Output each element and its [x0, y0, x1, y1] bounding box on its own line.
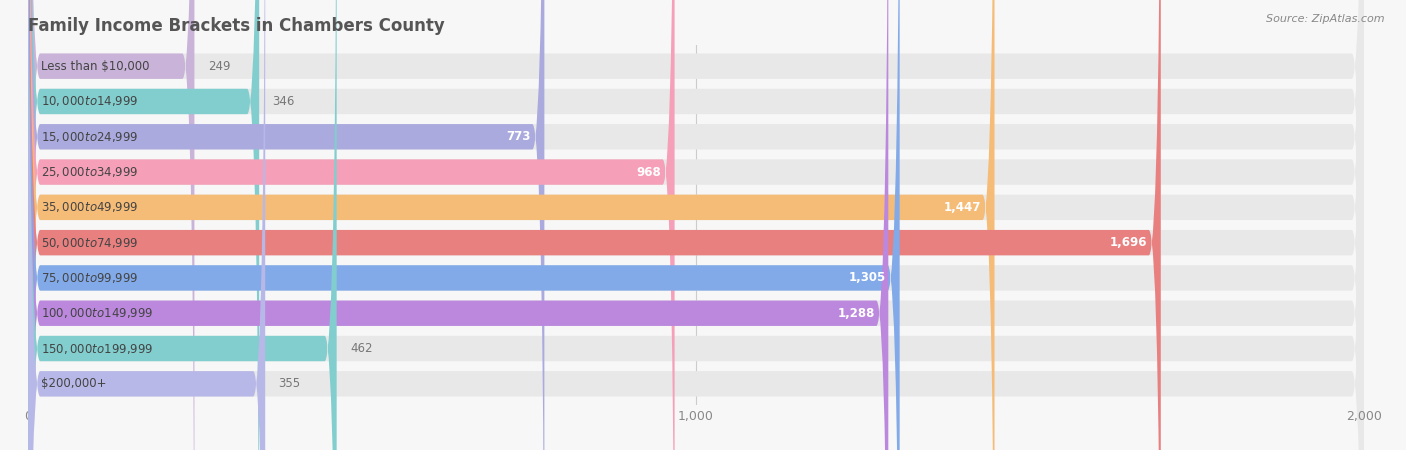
- FancyBboxPatch shape: [28, 0, 1364, 450]
- Text: Family Income Brackets in Chambers County: Family Income Brackets in Chambers Count…: [28, 17, 444, 35]
- FancyBboxPatch shape: [28, 0, 1364, 450]
- Text: 1,288: 1,288: [838, 307, 875, 320]
- FancyBboxPatch shape: [28, 0, 675, 450]
- FancyBboxPatch shape: [28, 0, 1364, 450]
- Text: 1,305: 1,305: [849, 271, 886, 284]
- FancyBboxPatch shape: [28, 0, 1364, 450]
- FancyBboxPatch shape: [28, 0, 1364, 450]
- Text: $15,000 to $24,999: $15,000 to $24,999: [42, 130, 139, 144]
- FancyBboxPatch shape: [28, 0, 889, 450]
- Text: $75,000 to $99,999: $75,000 to $99,999: [42, 271, 139, 285]
- Text: $50,000 to $74,999: $50,000 to $74,999: [42, 236, 139, 250]
- Text: $150,000 to $199,999: $150,000 to $199,999: [42, 342, 153, 356]
- Text: Source: ZipAtlas.com: Source: ZipAtlas.com: [1267, 14, 1385, 23]
- Text: 355: 355: [278, 377, 301, 390]
- Text: $200,000+: $200,000+: [42, 377, 107, 390]
- Text: Less than $10,000: Less than $10,000: [42, 60, 150, 73]
- FancyBboxPatch shape: [28, 0, 1364, 450]
- FancyBboxPatch shape: [28, 0, 1161, 450]
- Text: 249: 249: [208, 60, 231, 73]
- FancyBboxPatch shape: [28, 0, 994, 450]
- FancyBboxPatch shape: [28, 0, 1364, 450]
- Text: $100,000 to $149,999: $100,000 to $149,999: [42, 306, 153, 320]
- Text: $25,000 to $34,999: $25,000 to $34,999: [42, 165, 139, 179]
- FancyBboxPatch shape: [28, 0, 1364, 450]
- FancyBboxPatch shape: [28, 0, 266, 450]
- Text: $10,000 to $14,999: $10,000 to $14,999: [42, 94, 139, 108]
- FancyBboxPatch shape: [28, 0, 900, 450]
- FancyBboxPatch shape: [28, 0, 1364, 450]
- FancyBboxPatch shape: [28, 0, 194, 450]
- FancyBboxPatch shape: [28, 0, 259, 450]
- Text: 1,447: 1,447: [943, 201, 981, 214]
- Text: 773: 773: [506, 130, 531, 143]
- Text: 346: 346: [273, 95, 295, 108]
- FancyBboxPatch shape: [28, 0, 336, 450]
- FancyBboxPatch shape: [28, 0, 1364, 450]
- Text: $35,000 to $49,999: $35,000 to $49,999: [42, 200, 139, 214]
- Text: 462: 462: [350, 342, 373, 355]
- Text: 1,696: 1,696: [1109, 236, 1147, 249]
- Text: 968: 968: [637, 166, 661, 179]
- FancyBboxPatch shape: [28, 0, 544, 450]
